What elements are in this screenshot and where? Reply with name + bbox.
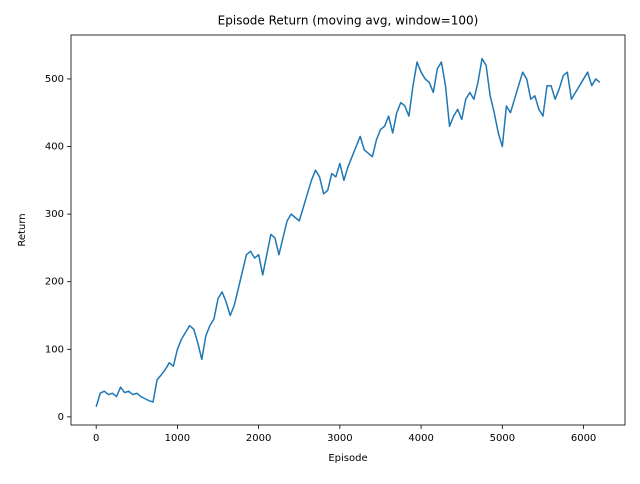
y-axis-label: Return (17, 213, 28, 246)
y-tick-label: 500 (45, 74, 64, 85)
chart-title: Episode Return (moving avg, window=100) (218, 14, 479, 28)
y-tick-label: 400 (45, 142, 64, 153)
x-tick-label: 6000 (571, 433, 596, 444)
x-axis-label: Episode (328, 453, 367, 464)
plot-frame (70, 34, 626, 426)
y-tick-label: 300 (45, 209, 64, 220)
x-tick-label: 3000 (327, 433, 352, 444)
x-tick-label: 2000 (246, 433, 271, 444)
y-tick-label: 200 (45, 277, 64, 288)
y-tick-label: 100 (45, 344, 64, 355)
y-tick-label: 0 (58, 412, 64, 423)
x-tick-label: 5000 (490, 433, 515, 444)
data-line (95, 57, 601, 407)
x-tick-label: 0 (93, 433, 99, 444)
x-tick-label: 4000 (408, 433, 433, 444)
x-tick-label: 1000 (165, 433, 190, 444)
